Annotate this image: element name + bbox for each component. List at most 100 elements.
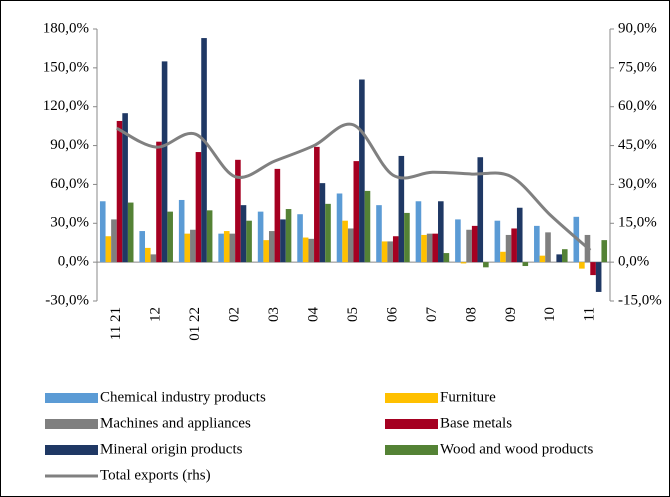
bar xyxy=(139,231,146,263)
x-tick-label: 06 xyxy=(384,307,400,323)
x-tick-label: 11 xyxy=(582,307,598,321)
x-tick-label: 05 xyxy=(345,307,361,322)
bar xyxy=(246,220,252,263)
legend-label: Total exports (rhs) xyxy=(100,467,211,483)
bar xyxy=(505,234,512,263)
bar xyxy=(483,262,489,268)
bar xyxy=(285,209,292,263)
bar xyxy=(342,220,348,263)
bar xyxy=(195,152,202,263)
bar xyxy=(404,212,410,263)
y2-tick-label: 15,0% xyxy=(618,215,657,231)
bar xyxy=(201,38,207,263)
x-tick-label: 01 22 xyxy=(187,307,203,341)
legend-marker xyxy=(385,445,438,455)
bar xyxy=(218,233,224,263)
bar xyxy=(127,202,134,263)
bar xyxy=(421,234,427,263)
bar xyxy=(579,262,585,269)
legend-marker xyxy=(45,393,98,403)
bar xyxy=(280,219,286,263)
bar xyxy=(99,201,106,263)
bar xyxy=(511,228,517,263)
bar xyxy=(223,231,230,263)
bar xyxy=(601,240,608,263)
bar xyxy=(590,262,596,276)
bar xyxy=(398,155,405,263)
legend-label: Wood and wood products xyxy=(440,441,594,457)
bar xyxy=(263,240,269,263)
y2-tick-label: -15,0% xyxy=(618,292,662,308)
bar xyxy=(387,241,393,263)
bar xyxy=(235,159,241,263)
y-tick-label: 60,0% xyxy=(50,176,89,192)
bar xyxy=(308,238,315,263)
y2-tick-label: 30,0% xyxy=(618,176,657,192)
bar xyxy=(178,199,185,263)
bar xyxy=(302,237,309,263)
bar xyxy=(257,211,264,263)
legend-label: Machines and appliances xyxy=(100,415,251,431)
bar xyxy=(466,229,472,263)
y-tick-label: 30,0% xyxy=(50,215,89,231)
bar xyxy=(229,233,236,263)
bar xyxy=(426,233,433,263)
bar xyxy=(443,253,450,263)
line xyxy=(116,122,592,252)
y2-tick-label: 75,0% xyxy=(618,59,657,75)
bar xyxy=(184,233,191,263)
bar xyxy=(471,225,478,263)
bar xyxy=(111,219,117,263)
bar xyxy=(438,201,444,263)
bar xyxy=(145,247,151,263)
bar xyxy=(116,120,123,263)
bar xyxy=(336,193,343,263)
bar xyxy=(364,190,371,263)
y2-tick-label: 90,0% xyxy=(618,20,657,36)
bar xyxy=(161,61,168,263)
bar xyxy=(516,207,523,263)
y2-tick-label: 0,0% xyxy=(618,254,649,270)
x-tick-label: 09 xyxy=(503,307,519,322)
bar xyxy=(150,254,157,263)
bar xyxy=(156,141,162,263)
bar xyxy=(314,146,320,263)
bar xyxy=(268,231,275,263)
y-tick-label: 180,0% xyxy=(43,20,89,36)
legend-label: Furniture xyxy=(440,389,496,405)
x-tick-label: 08 xyxy=(463,307,479,322)
y-tick-label: 90,0% xyxy=(50,137,89,153)
bar xyxy=(319,183,326,263)
bar xyxy=(539,255,546,263)
bar xyxy=(556,254,562,263)
y-tick-label: 0,0% xyxy=(58,254,89,270)
bar xyxy=(392,236,399,263)
x-tick-label: 04 xyxy=(305,307,321,323)
legend-marker xyxy=(45,445,98,455)
x-tick-label: 07 xyxy=(424,307,440,323)
bar xyxy=(494,220,501,263)
bar xyxy=(415,201,422,263)
bar xyxy=(545,232,551,263)
y-tick-label: 150,0% xyxy=(43,59,89,75)
bar xyxy=(353,161,360,263)
bar xyxy=(190,229,196,263)
bar xyxy=(500,251,506,263)
bar xyxy=(432,233,439,263)
bar xyxy=(359,79,365,263)
bar xyxy=(347,228,354,263)
legend-label: Mineral origin products xyxy=(100,441,243,457)
x-tick-label: 02 xyxy=(227,307,243,322)
x-tick-label: 11 21 xyxy=(108,307,124,340)
legend-marker xyxy=(385,419,438,429)
legend-label: Base metals xyxy=(440,415,512,431)
legend-marker xyxy=(385,393,438,403)
bar xyxy=(477,157,484,263)
bar xyxy=(381,241,388,263)
bar xyxy=(122,113,128,263)
y-tick-label: -30,0% xyxy=(45,292,89,308)
y-tick-label: 120,0% xyxy=(43,98,89,114)
bar xyxy=(325,203,331,263)
bar xyxy=(595,262,602,292)
